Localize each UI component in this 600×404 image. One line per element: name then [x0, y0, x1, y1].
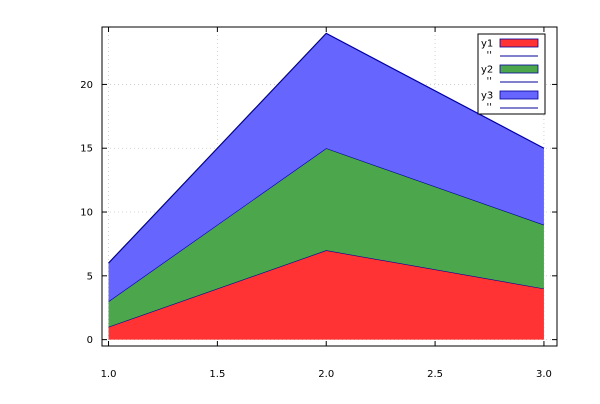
y-tick-label: 0 — [87, 335, 93, 346]
area-y1 — [108, 250, 544, 340]
x-tick-label: 1.5 — [209, 369, 225, 380]
y-tick-label: 5 — [87, 271, 93, 282]
legend-line-label: '' — [487, 76, 493, 87]
y-tick-label: 20 — [80, 80, 93, 91]
x-tick-label: 2.5 — [427, 369, 443, 380]
y-tick-label: 15 — [80, 144, 93, 155]
x-tick-label: 2.0 — [318, 369, 334, 380]
legend-swatch-y1 — [499, 38, 539, 48]
line-y3 — [108, 32, 545, 264]
plot-frame — [101, 26, 558, 347]
x-tick-label: 3.0 — [536, 369, 552, 380]
legend-swatch-y2 — [499, 64, 539, 74]
x-tick-label: 1.0 — [101, 369, 117, 380]
legend-swatch-y3 — [499, 90, 539, 100]
area-y2 — [108, 148, 544, 327]
legend-line-label: '' — [487, 50, 493, 61]
axis-layer: 1.0 1.5 2.0 2.5 3.0 0 5 10 15 20 — [80, 26, 558, 380]
legend-line-label: '' — [487, 102, 493, 113]
legend-label-y3: y3 — [481, 91, 493, 102]
y-tick-label: 10 — [80, 208, 93, 219]
legend-label-y2: y2 — [481, 65, 493, 76]
area-y3 — [108, 33, 544, 302]
area-layer — [108, 32, 545, 340]
legend: y1''y2''y3'' — [477, 33, 546, 115]
legend-label-y1: y1 — [481, 39, 493, 50]
